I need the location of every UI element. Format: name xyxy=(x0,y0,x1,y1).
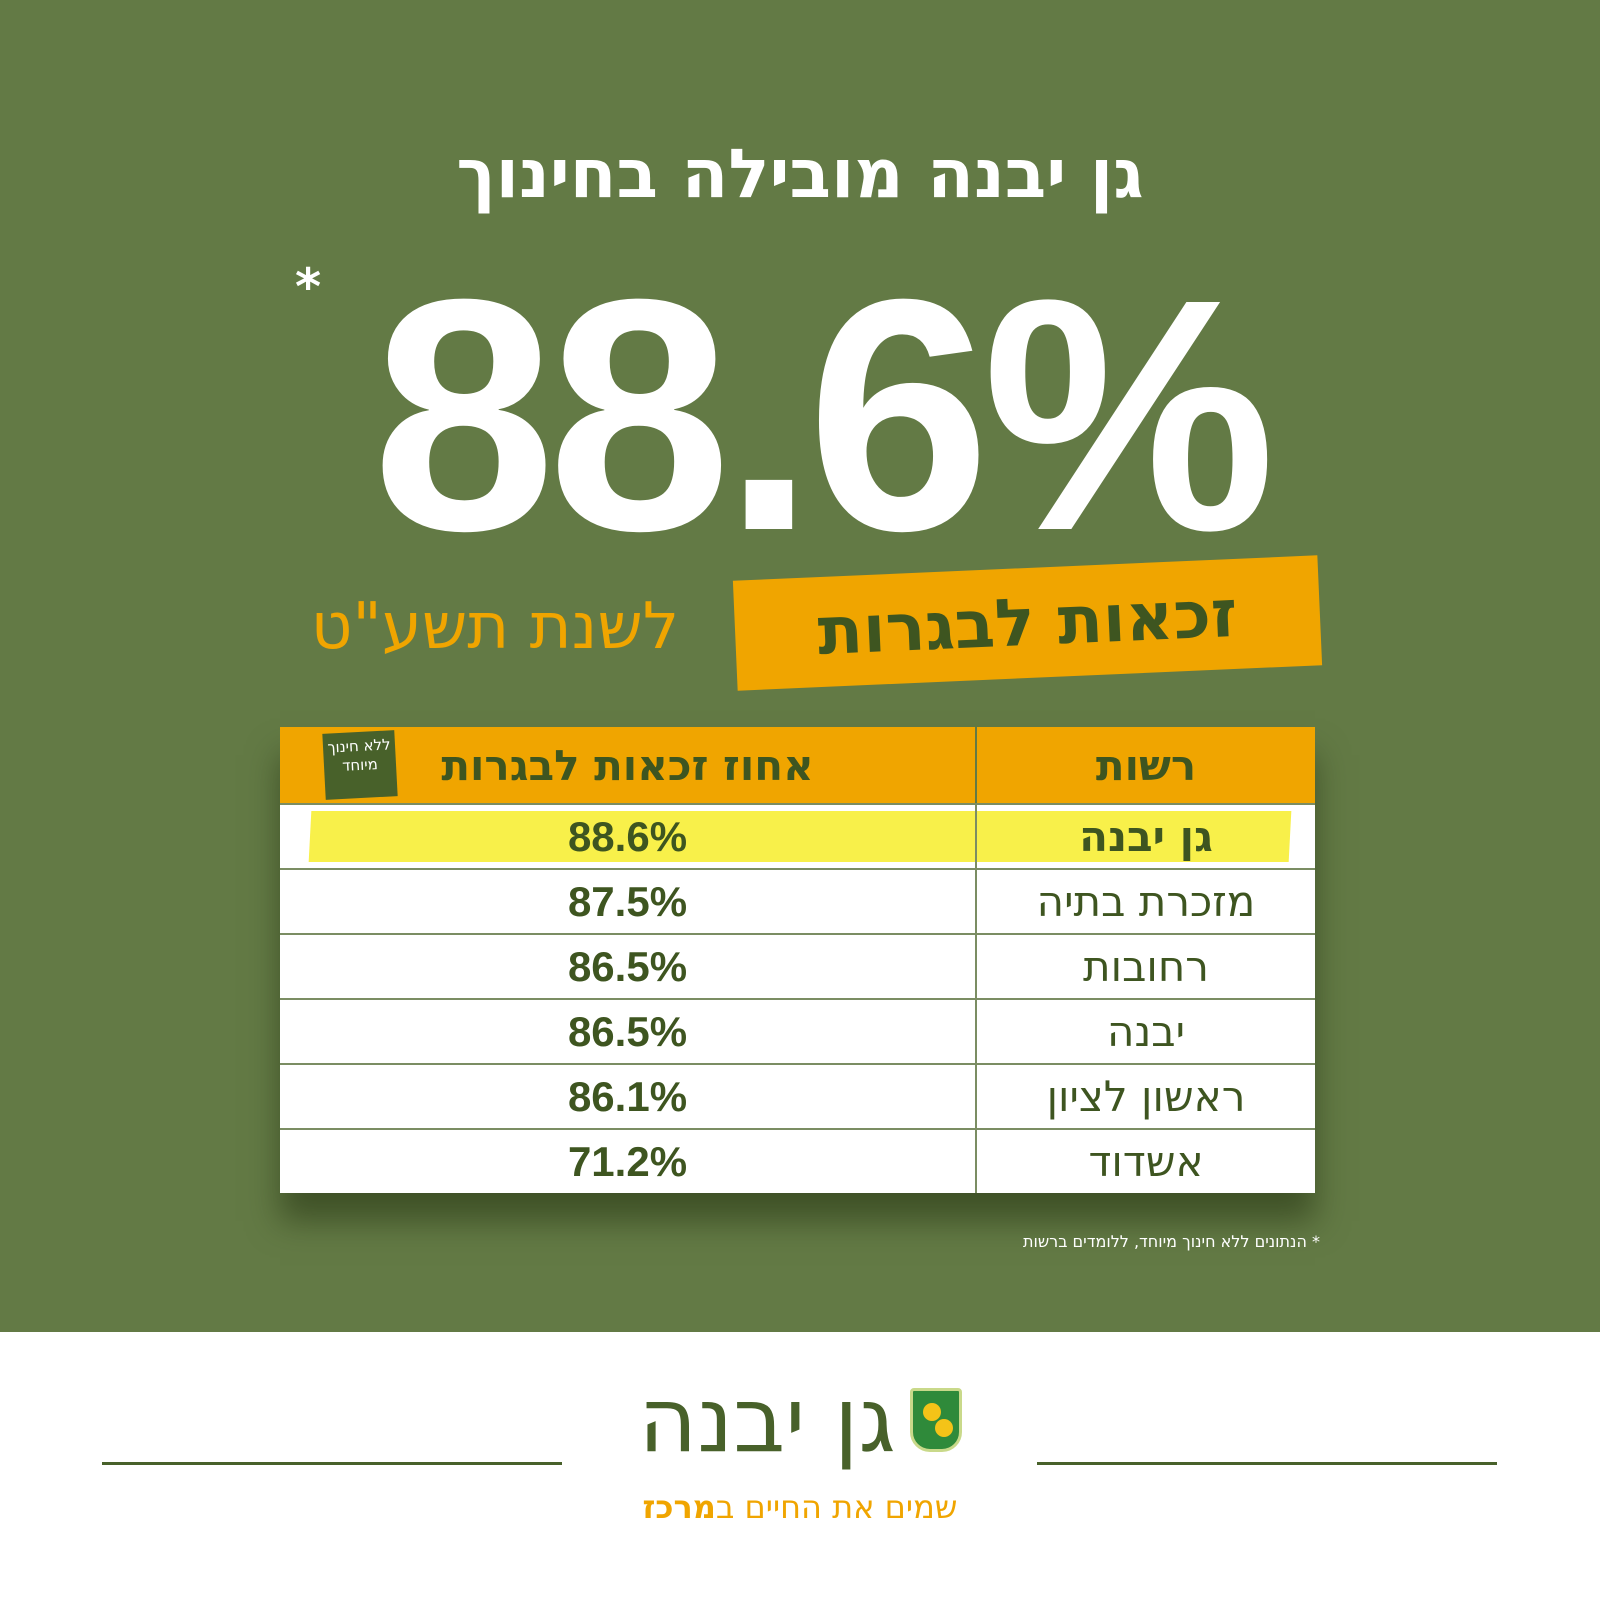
table-row: מזכרת בתיה 87.5% xyxy=(280,868,1315,933)
slogan-bold: מרכז xyxy=(642,1488,716,1526)
header-percent: אחוז זכאות לבגרות ללא חינוך מיוחד xyxy=(280,727,975,803)
big-stat: 88.6% xyxy=(372,230,1276,599)
row-name: מזכרת בתיה xyxy=(975,870,1315,933)
emblem-icon xyxy=(909,1388,962,1452)
row-value: 86.5% xyxy=(567,1007,688,1055)
row-value: 87.5% xyxy=(567,877,688,925)
slogan: שמים את החיים במרכז xyxy=(0,1488,1600,1526)
row-value: 71.2% xyxy=(567,1137,688,1185)
table-row: ראשון לציון 86.1% xyxy=(280,1063,1315,1128)
main-panel: גן יבנה מובילה בחינוך * 88.6% לשנת תשע"ט… xyxy=(0,0,1600,1332)
divider-left xyxy=(102,1462,562,1465)
row-name: אשדוד xyxy=(975,1130,1315,1193)
eligibility-table: רשות אחוז זכאות לבגרות ללא חינוך מיוחד ג… xyxy=(280,727,1315,1193)
logo-name: גן יבנה xyxy=(638,1367,896,1473)
table-row: רחובות 86.5% xyxy=(280,933,1315,998)
municipality-logo: גן יבנה xyxy=(620,1367,980,1473)
table-header: רשות אחוז זכאות לבגרות ללא חינוך מיוחד xyxy=(280,727,1315,803)
row-name: ראשון לציון xyxy=(975,1065,1315,1128)
row-value: 88.6% xyxy=(567,812,688,860)
year-label: לשנת תשע"ט xyxy=(310,590,680,664)
header-percent-label: אחוז זכאות לבגרות xyxy=(441,740,814,790)
slogan-prefix: שמים את החיים ב xyxy=(715,1488,958,1526)
divider-right xyxy=(1037,1462,1497,1465)
table-row: גן יבנה 88.6% xyxy=(280,803,1315,868)
special-ed-badge: ללא חינוך מיוחד xyxy=(322,730,398,800)
header-authority: רשות xyxy=(975,727,1315,803)
row-name: גן יבנה xyxy=(975,805,1315,868)
asterisk: * xyxy=(295,258,322,316)
row-value: 86.5% xyxy=(567,942,688,990)
row-name: רחובות xyxy=(975,935,1315,998)
table-row: יבנה 86.5% xyxy=(280,998,1315,1063)
headline: גן יבנה מובילה בחינוך xyxy=(456,135,1144,214)
row-value: 86.1% xyxy=(567,1072,688,1120)
row-name: יבנה xyxy=(975,1000,1315,1063)
table-row: אשדוד 71.2% xyxy=(280,1128,1315,1193)
footnote: * הנתונים ללא חינוך מיוחד, ללומדים ברשות xyxy=(1022,1232,1320,1251)
